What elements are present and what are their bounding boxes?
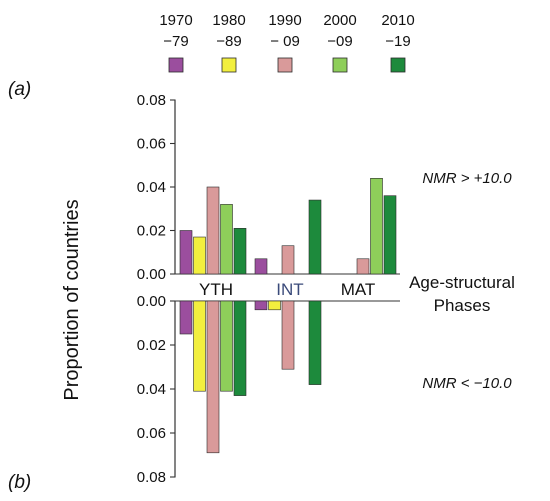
y-tick-label: 0.00 <box>137 266 166 283</box>
legend-label-bottom: − 09 <box>270 33 300 50</box>
y-tick-label: 0.06 <box>137 136 166 153</box>
chart-panel: 0.00 0.02 0.04 0.06 0.08 (b) NMR < −10.0 <box>8 293 512 493</box>
panel-label: (b) <box>8 472 31 493</box>
y-tick-label: 0.04 <box>137 381 166 398</box>
y-tick-label: 0.06 <box>137 425 166 442</box>
y-tick-label: 0.04 <box>137 179 166 196</box>
legend-label-bottom: −09 <box>327 33 352 50</box>
bar <box>383 195 397 275</box>
y-tick-label: 0.00 <box>137 293 166 310</box>
legend-swatch <box>277 57 293 73</box>
bar <box>308 300 322 385</box>
category-label: INT <box>276 280 303 299</box>
bar <box>193 300 206 392</box>
y-tick-label: 0.08 <box>137 469 166 486</box>
legend-label-bottom: −19 <box>385 33 410 50</box>
bar <box>179 300 193 335</box>
y-tick-label: 0.02 <box>137 337 166 354</box>
bar <box>268 300 281 311</box>
bar <box>206 300 220 454</box>
panel-label: (a) <box>8 79 31 100</box>
legend-label-top: 1970 <box>159 12 192 29</box>
legend-label-bottom: −89 <box>216 33 241 50</box>
bar <box>281 245 295 275</box>
bar <box>220 204 233 275</box>
y-tick-label: 0.02 <box>137 223 166 240</box>
legend: 1970 −79 1980 −89 1990 − 09 2000 −09 2010 −19 <box>159 12 415 73</box>
x-axis-label-line1: Age-structural <box>409 273 515 292</box>
chart-panel: 0.00 0.02 0.04 0.06 0.08 (a) NMR > +10.0 <box>8 79 512 283</box>
bar <box>179 230 193 275</box>
bar <box>308 199 322 275</box>
legend-label-top: 1990 <box>268 12 301 29</box>
bar <box>193 236 206 275</box>
legend-label-bottom: −79 <box>163 33 188 50</box>
bar <box>220 300 233 392</box>
bar <box>254 258 268 275</box>
nmr-annotation: NMR > +10.0 <box>422 170 512 187</box>
legend-swatch <box>390 57 406 73</box>
nmr-annotation: NMR < −10.0 <box>422 375 512 392</box>
y-axis-label: Proportion of countries <box>61 199 83 400</box>
bar <box>356 258 370 275</box>
x-axis-label-line2: Phases <box>434 296 491 315</box>
category-label: YTH <box>199 280 233 299</box>
legend-swatch <box>332 57 348 73</box>
legend-label-top: 2000 <box>323 12 356 29</box>
bar <box>233 300 247 396</box>
bar <box>370 178 383 275</box>
bar <box>281 300 295 370</box>
y-tick-label: 0.08 <box>137 92 166 109</box>
legend-swatch <box>221 57 237 73</box>
bar <box>254 300 268 311</box>
bar <box>206 186 220 275</box>
legend-swatch <box>168 57 184 73</box>
legend-label-top: 1980 <box>212 12 245 29</box>
legend-label-top: 2010 <box>381 12 414 29</box>
category-label: MAT <box>341 280 376 299</box>
bar <box>233 228 247 275</box>
plot-panels: 0.000.020.040.060.08(a)NMR > +10.00.000.… <box>8 79 512 493</box>
